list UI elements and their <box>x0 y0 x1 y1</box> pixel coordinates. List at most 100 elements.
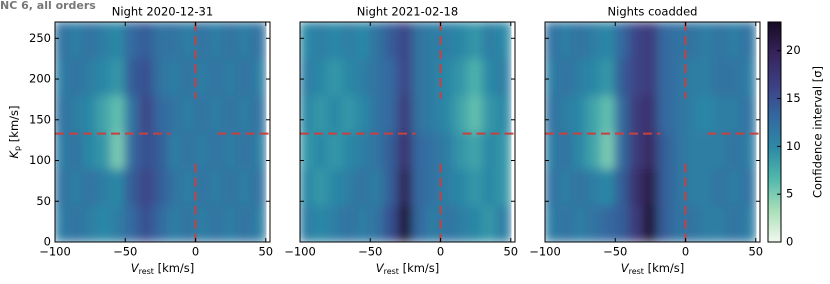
heatmap-cell <box>558 204 574 242</box>
heatmap-cell <box>454 204 470 242</box>
plot-frame <box>54 21 271 243</box>
heatmap-cell <box>341 204 357 242</box>
x-tick-label: −50 <box>113 245 137 259</box>
heatmap-cell <box>166 94 182 133</box>
heatmap-cell <box>195 58 211 96</box>
plot-frame <box>544 21 761 243</box>
heatmap-cell <box>300 131 315 170</box>
heatmap-cell <box>586 58 602 96</box>
heatmap-cell <box>55 168 70 206</box>
heatmap-cell <box>313 168 329 206</box>
heatmap-cell <box>496 168 512 206</box>
heatmap-cell <box>327 168 343 206</box>
heatmap-cell <box>96 94 112 133</box>
y-axis-label-unit: [km/s] <box>7 106 21 146</box>
heatmap-cell <box>55 131 70 170</box>
colorbar-tick-label: 0 <box>786 235 793 249</box>
heatmap-cell <box>425 204 442 242</box>
heatmap-cell <box>124 58 140 96</box>
heatmap-cell <box>496 131 512 170</box>
heatmap-cell <box>369 204 385 242</box>
heatmap-cell <box>713 58 729 96</box>
heatmap-cell <box>468 131 484 170</box>
heatmap-cell <box>482 131 498 170</box>
heatmap-cell <box>468 22 484 60</box>
heatmap-cell <box>572 168 588 206</box>
x-axis-label-unit: [km/s] <box>644 261 684 275</box>
heatmap-cell <box>82 94 98 133</box>
heatmap-cell <box>727 204 743 242</box>
heatmap-cells <box>55 22 267 242</box>
x-tick-label: −100 <box>529 245 561 259</box>
heatmap-cell <box>545 204 560 242</box>
heatmap-cell <box>727 94 743 133</box>
heatmap-cell <box>166 168 182 206</box>
heatmap-cell <box>124 204 140 242</box>
heatmap-cell <box>482 94 498 133</box>
heatmap-cell <box>454 58 470 96</box>
x-axis-label-sub: rest <box>384 267 399 276</box>
heatmap-cell <box>55 22 70 60</box>
heatmap-cell <box>572 204 588 242</box>
y-axis-label-sub: p <box>13 146 22 151</box>
heatmap-cell <box>425 22 442 60</box>
heatmap-cell <box>741 94 757 133</box>
heatmap-cell <box>572 131 588 170</box>
heatmap-cell <box>300 204 315 242</box>
heatmap-cell <box>614 168 630 206</box>
heatmap-cell <box>614 58 630 96</box>
heatmap-cell <box>195 168 211 206</box>
heatmap-cell <box>713 168 729 206</box>
heatmap-cell <box>209 131 225 170</box>
heatmap-cell <box>713 131 729 170</box>
heatmap-cell <box>251 168 267 206</box>
heatmap-cell <box>642 22 658 60</box>
heatmap-cell <box>195 131 211 170</box>
heatmap-cell <box>251 58 267 96</box>
heatmap-cell <box>300 94 315 133</box>
heatmap-cell <box>496 22 512 60</box>
panel-title: Night 2020-12-31 <box>112 5 213 19</box>
heatmap-cell <box>138 58 154 96</box>
heatmap-cell <box>558 58 574 96</box>
heatmap-cell <box>586 204 602 242</box>
heatmap-cells <box>545 22 757 242</box>
panel-title: Nights coadded <box>608 5 698 19</box>
heatmap-cell <box>237 22 253 60</box>
heatmap-cell <box>699 168 715 206</box>
y-tick-label: 50 <box>36 194 51 208</box>
heatmap-cell <box>96 22 112 60</box>
heatmap-cell <box>600 94 616 133</box>
heatmap-cells <box>300 22 512 242</box>
heatmap-cell <box>166 204 182 242</box>
heatmap-cell <box>656 58 672 96</box>
heatmap-cell <box>300 168 315 206</box>
heatmap-cell <box>727 168 743 206</box>
heatmap-cell <box>383 204 399 242</box>
heatmap-cell <box>727 22 743 60</box>
x-axis-label-unit: [km/s] <box>154 261 194 275</box>
heatmap-cell <box>545 94 560 133</box>
heatmap-cell <box>195 94 211 133</box>
heatmap-cell <box>110 131 126 170</box>
heatmap-cell <box>454 22 470 60</box>
heatmap-cell <box>251 204 267 242</box>
heatmap-cell <box>558 131 574 170</box>
heatmap-cell <box>670 131 687 170</box>
colorbar-tick-label: 5 <box>786 187 793 201</box>
heatmap-cell <box>656 204 672 242</box>
heatmap-cell <box>138 204 154 242</box>
heatmap-cell <box>68 168 84 206</box>
heatmap-cell <box>685 94 701 133</box>
heatmap-cell <box>251 131 267 170</box>
heatmap-cell <box>138 131 154 170</box>
heatmap-cell <box>68 204 84 242</box>
heatmap-cell <box>96 58 112 96</box>
heatmap-cell <box>454 131 470 170</box>
heatmap-cell <box>670 168 687 206</box>
heatmap-cell <box>355 22 371 60</box>
heatmap-cell <box>369 168 385 206</box>
x-axis-label-main: V <box>131 261 140 275</box>
heatmap-cell <box>223 204 239 242</box>
heatmap-cell <box>209 204 225 242</box>
